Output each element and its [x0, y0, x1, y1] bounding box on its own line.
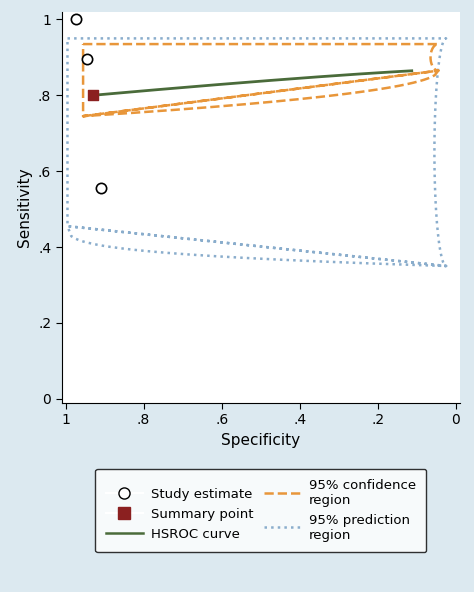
Point: [73, 15, 80, 24]
Point: [83, 54, 91, 64]
Point: [89, 91, 97, 100]
Legend: Study estimate, Summary point, HSROC curve, 95% confidence
region, 95% predictio: Study estimate, Summary point, HSROC cur…: [95, 468, 426, 552]
X-axis label: Specificity: Specificity: [221, 433, 300, 448]
Point: [97, 184, 104, 193]
Y-axis label: Sensitivity: Sensitivity: [18, 168, 32, 247]
